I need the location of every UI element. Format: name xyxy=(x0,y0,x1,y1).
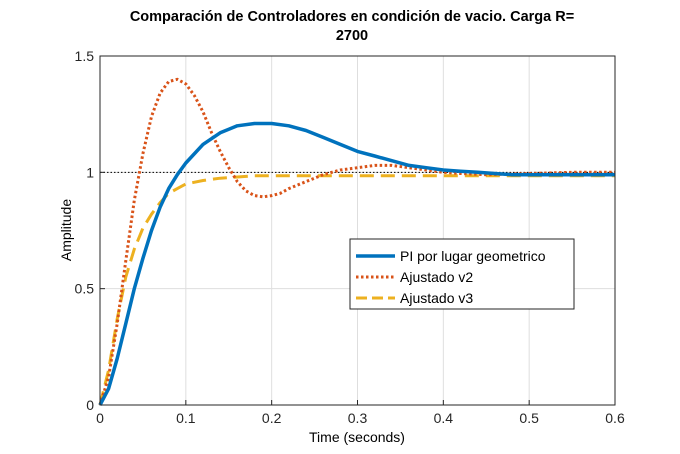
x-tick-label: 0.6 xyxy=(605,410,625,426)
x-tick-label: 0.2 xyxy=(262,410,282,426)
y-tick-label: 1.5 xyxy=(75,48,95,64)
legend-label-3: Ajustado v3 xyxy=(400,290,473,306)
series-layer xyxy=(98,77,615,406)
legend-label-2: Ajustado v2 xyxy=(400,269,473,285)
series-line-1 xyxy=(98,121,615,406)
y-axis-label: Amplitude xyxy=(58,199,74,261)
series-line-3 xyxy=(98,174,615,406)
x-tick-label: 0 xyxy=(96,410,104,426)
x-tick-label: 0.1 xyxy=(176,410,196,426)
x-tick-label: 0.4 xyxy=(434,410,454,426)
ticks: 0 0.1 0.2 0.3 0.4 0.5 0.6 0 0.5 1 1.5 xyxy=(75,48,625,426)
legend-box xyxy=(349,238,575,310)
x-axis-label: Time (seconds) xyxy=(309,429,405,445)
series-line-2 xyxy=(98,77,615,406)
y-tick-label: 0.5 xyxy=(75,281,95,297)
chart-title-line1: Comparación de Controladores en condició… xyxy=(130,9,574,25)
x-tick-label: 0.3 xyxy=(348,410,368,426)
y-tick-label: 1 xyxy=(86,164,94,180)
y-tick-label: 0 xyxy=(86,397,94,413)
x-tick-label: 0.5 xyxy=(519,410,539,426)
legend: PI por lugar geometrico Ajustado v2 Ajusta… xyxy=(349,238,575,310)
legend-label-1: PI por lugar geometrico xyxy=(400,248,546,264)
chart-title-line2: 2700 xyxy=(336,28,368,44)
